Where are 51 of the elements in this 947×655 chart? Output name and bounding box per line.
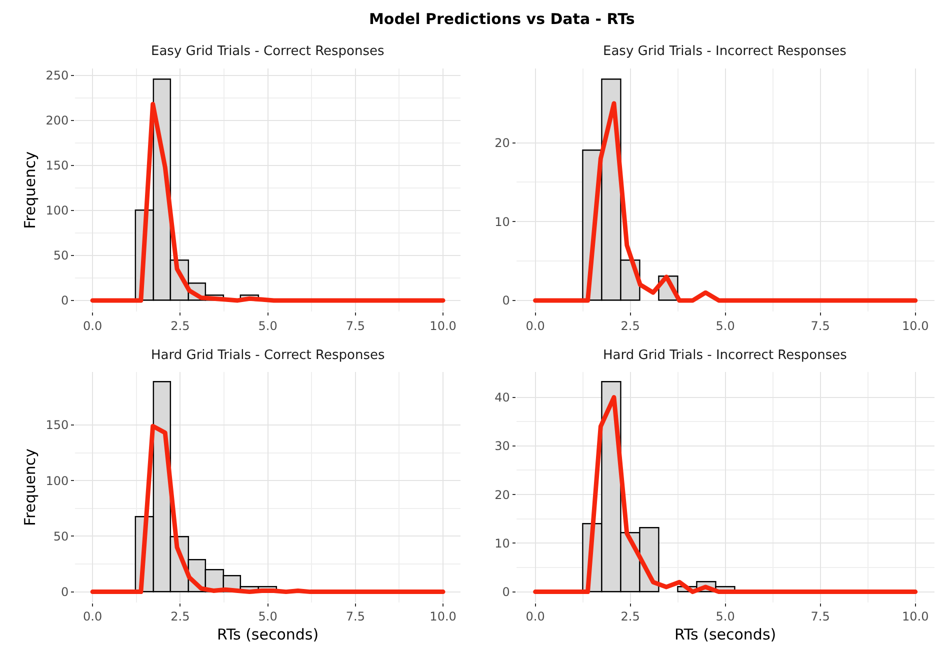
- y-tick-label: 0: [60, 294, 69, 308]
- y-tick-label: 150: [46, 418, 69, 432]
- x-tick-label: 2.5: [170, 610, 190, 624]
- y-tick-label: 10: [494, 536, 510, 550]
- y-tick-label: 50: [53, 248, 69, 263]
- y-tick-label: 20: [494, 488, 510, 502]
- y-tick-label: 150: [46, 158, 69, 173]
- y-tick-label: 50: [53, 529, 69, 544]
- x-tick-label: 0.0: [83, 610, 102, 624]
- x-tick-label: 10.0: [430, 610, 456, 624]
- y-tick-label: 100: [46, 204, 69, 218]
- x-tick-label: 7.5: [346, 610, 365, 624]
- x-tick-label: 5.0: [716, 318, 735, 333]
- y-axis-title: Frequency: [20, 151, 39, 229]
- chart-subtitle: Easy Grid Trials - Correct Responses: [151, 44, 385, 59]
- x-tick-label: 2.5: [620, 610, 640, 624]
- x-tick-label: 10.0: [902, 318, 929, 333]
- x-tick-label: 5.0: [258, 318, 278, 333]
- x-tick-label: 10.0: [430, 318, 456, 333]
- line-series: [533, 101, 918, 303]
- chart-subtitle: Easy Grid Trials - Incorrect Responses: [603, 44, 847, 59]
- line-series: [90, 102, 446, 303]
- y-tick-label: 10: [494, 214, 510, 229]
- x-tick-label: 7.5: [346, 318, 365, 333]
- line-series: [533, 395, 918, 594]
- y-tick-label: 200: [46, 114, 69, 128]
- y-tick-label: 30: [494, 439, 510, 454]
- chart-subtitle: Hard Grid Trials - Correct Responses: [151, 348, 385, 363]
- chart-subtitle: Hard Grid Trials - Incorrect Responses: [603, 348, 848, 363]
- line-series: [90, 424, 446, 594]
- x-tick-label: 5.0: [716, 610, 735, 624]
- x-tick-label: 0.0: [526, 318, 545, 333]
- x-tick-label: 5.0: [258, 610, 278, 624]
- text: Model Predictions vs Data - RTs: [369, 10, 635, 28]
- y-tick-label: 0: [60, 585, 69, 600]
- x-tick-label: 0.0: [526, 610, 545, 624]
- x-tick-label: 10.0: [902, 610, 929, 624]
- x-axis-title: RTs (seconds): [674, 626, 776, 644]
- x-tick-label: 0.0: [83, 318, 102, 333]
- y-tick-label: 0: [502, 294, 510, 308]
- y-tick-label: 250: [46, 68, 69, 82]
- y-tick-label: 20: [494, 136, 510, 150]
- y-tick-label: 40: [494, 390, 510, 404]
- x-tick-label: 7.5: [810, 318, 830, 333]
- x-tick-label: 7.5: [810, 610, 830, 624]
- y-tick-label: 0: [502, 585, 510, 600]
- y-axis-title: Frequency: [20, 448, 39, 526]
- x-tick-label: 2.5: [620, 318, 640, 333]
- x-tick-label: 2.5: [170, 318, 190, 333]
- x-axis-title: RTs (seconds): [216, 626, 319, 644]
- y-tick-label: 100: [46, 474, 69, 488]
